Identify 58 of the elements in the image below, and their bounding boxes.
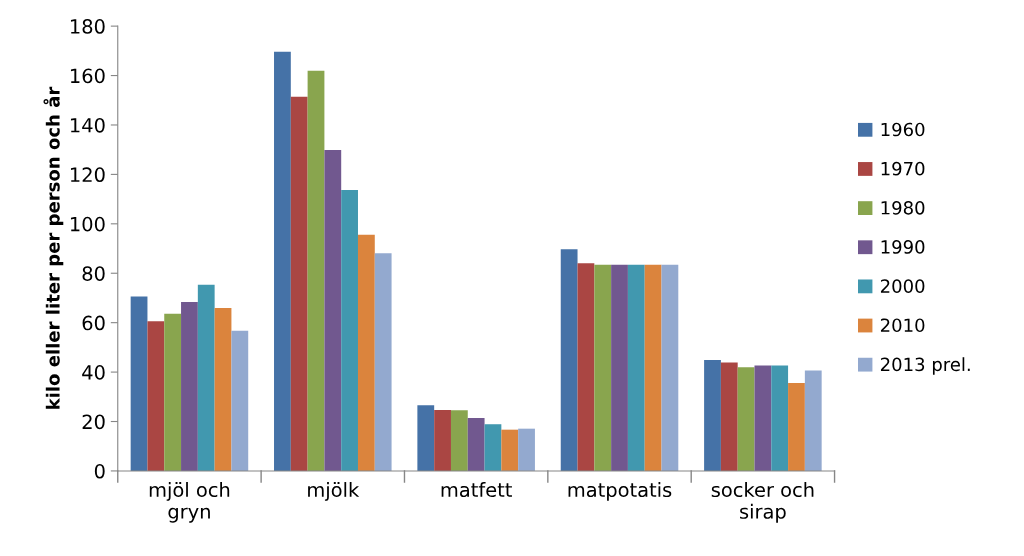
bar	[214, 308, 232, 471]
bar	[181, 301, 198, 471]
y-tick-label: 100	[70, 216, 105, 232]
bar	[164, 313, 182, 471]
bar	[147, 321, 165, 471]
bar	[804, 370, 822, 471]
bar	[341, 189, 358, 471]
bar	[754, 365, 772, 471]
y-tick-label: 120	[70, 167, 105, 183]
bar	[594, 264, 612, 471]
bar	[197, 284, 215, 471]
bar	[788, 382, 805, 471]
legend-label: 2010	[880, 318, 925, 333]
bar	[450, 410, 468, 471]
bar	[130, 296, 148, 471]
legend-label: 1960	[881, 122, 925, 137]
bar	[518, 428, 535, 471]
bar	[484, 424, 502, 471]
y-tick-label: 180	[70, 19, 105, 34]
bar	[417, 405, 435, 471]
y-axis-title: kilo eller liter per person och år	[43, 86, 64, 409]
bar	[274, 51, 291, 471]
bar	[231, 330, 249, 471]
x-tick-label: matpotatis	[568, 482, 672, 501]
bar	[704, 359, 721, 471]
x-tick-label: matfett	[441, 482, 512, 498]
bar	[560, 249, 578, 471]
x-tick-label: mjölk	[308, 482, 360, 501]
y-tick-label: 80	[82, 266, 105, 281]
bar	[434, 409, 451, 471]
bar	[467, 418, 485, 471]
legend-label: 1980	[881, 200, 925, 215]
legend-label: 2013 prel.	[880, 357, 970, 375]
bar	[577, 263, 595, 471]
bar	[627, 264, 645, 471]
y-tick-label: 140	[70, 117, 105, 133]
bar	[307, 70, 325, 471]
y-tick-label: 160	[70, 68, 105, 84]
legend-label: 1970	[881, 161, 925, 176]
bar	[720, 362, 738, 471]
legend-label: 2000	[880, 279, 925, 293]
bar	[290, 96, 308, 471]
legend-label: 1990	[881, 240, 925, 254]
bar	[611, 264, 628, 471]
bar	[501, 429, 519, 471]
y-tick-label: 60	[82, 315, 105, 331]
bar	[737, 367, 755, 471]
bar	[357, 234, 375, 471]
bar	[374, 253, 392, 471]
x-tick-label: socker och sirap	[711, 482, 814, 523]
y-tick-label: 20	[82, 414, 105, 430]
bar	[771, 365, 789, 471]
bar	[661, 264, 679, 471]
bar	[644, 264, 662, 471]
y-tick-label: 0	[94, 463, 105, 479]
x-tick-label: mjöl och gryn	[149, 482, 230, 523]
y-tick-label: 40	[82, 365, 105, 380]
bar	[324, 149, 342, 471]
